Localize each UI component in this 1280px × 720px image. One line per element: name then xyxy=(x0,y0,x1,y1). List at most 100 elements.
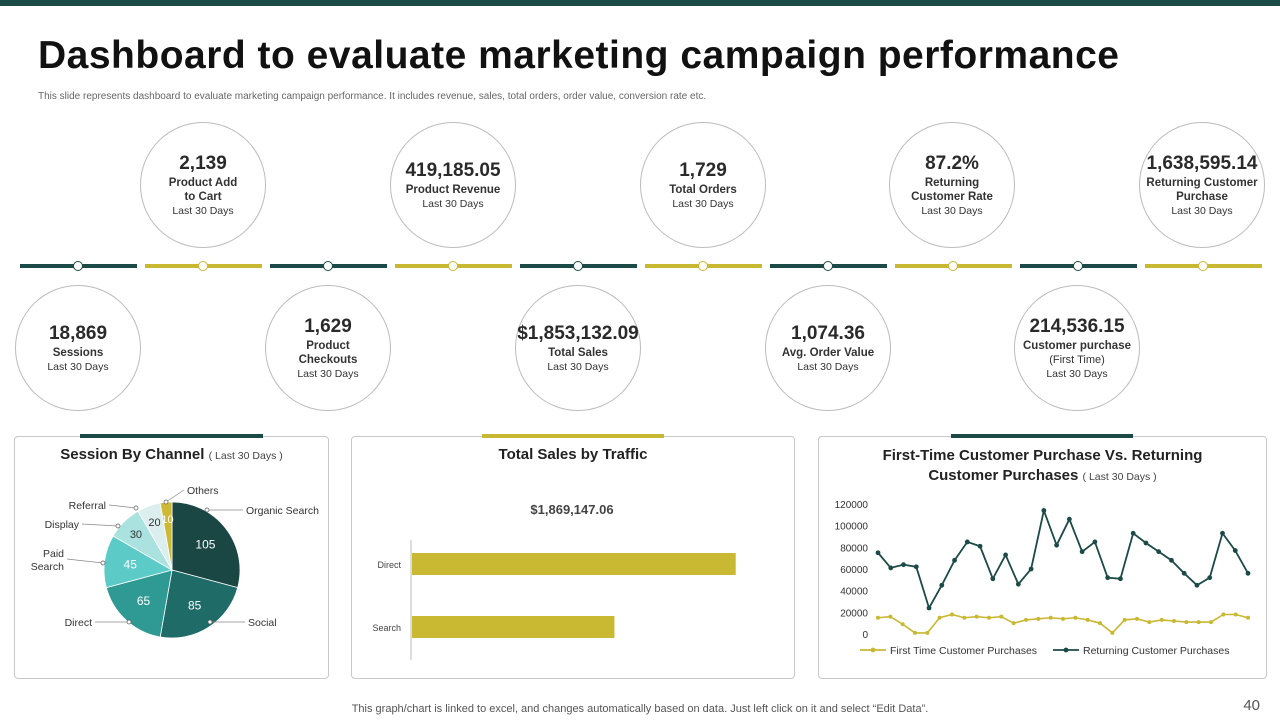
series-point xyxy=(1156,549,1162,555)
y-tick-label: 120000 xyxy=(835,500,869,511)
kpi-value: 1,638,595.14 xyxy=(1146,152,1258,174)
kpi-customer-purchase-first-time: 214,536.15 Customer purchase (First Time… xyxy=(1014,285,1140,411)
series-point xyxy=(1079,549,1085,555)
y-tick-label: 40000 xyxy=(840,587,868,598)
bar-category-label: Direct xyxy=(377,560,401,570)
page-number: 40 xyxy=(1243,697,1260,714)
kpi-period: Last 30 Days xyxy=(547,360,609,373)
kpi-period: Last 30 Days xyxy=(672,197,734,210)
y-tick-label: 20000 xyxy=(840,608,868,619)
pie-category-label: Social xyxy=(248,617,277,629)
pie-leader-dot xyxy=(100,560,106,566)
pie-value-label: 105 xyxy=(195,537,215,551)
kpi-product-checkouts: 1,629 Product Checkouts Last 30 Days xyxy=(265,285,391,411)
kpi-label: Returning Customer Purchase xyxy=(1146,176,1258,203)
timeline-dot xyxy=(1198,261,1208,271)
pie-slice xyxy=(159,569,239,639)
series-point xyxy=(1054,542,1060,548)
series-point xyxy=(900,622,905,627)
pie-category-label: Paid xyxy=(43,548,64,560)
series-point xyxy=(1061,616,1065,621)
series-point xyxy=(1011,621,1016,626)
series-point xyxy=(999,614,1004,619)
bar-search xyxy=(412,616,615,638)
timeline-dot xyxy=(823,261,833,271)
customer-panel-title-period: ( Last 30 Days ) xyxy=(1082,471,1157,483)
pie-leader-dot xyxy=(204,507,210,513)
kpi-label: Product Add to Cart xyxy=(168,176,238,203)
customer-purchases-panel xyxy=(818,436,1267,679)
timeline-dot xyxy=(698,261,708,271)
top-accent-bar xyxy=(0,0,1280,6)
kpi-value: 1,629 xyxy=(304,315,352,337)
kpi-value: 1,074.36 xyxy=(791,322,865,344)
series-point xyxy=(1024,617,1028,622)
series-point xyxy=(987,615,991,620)
footer-note: This graph/chart is linked to excel, and… xyxy=(351,703,929,715)
series-line xyxy=(877,507,1249,611)
kpi-label: Returning Customer Rate xyxy=(911,176,993,203)
timeline-dot xyxy=(448,261,458,271)
y-tick-label: 0 xyxy=(862,630,868,641)
kpi-value: 18,869 xyxy=(48,322,108,344)
series-point xyxy=(1209,620,1213,625)
kpi-label: Total Sales xyxy=(548,346,608,359)
legend-label: Returning Customer Purchases xyxy=(1083,645,1229,657)
kpi-label: Product Checkouts xyxy=(298,339,358,366)
series-point xyxy=(1003,552,1008,558)
pie-category-label: Direct xyxy=(65,617,93,629)
kpi-product-add-to-cart: 2,139 Product Add to Cart Last 30 Days xyxy=(140,122,266,248)
timeline-dot xyxy=(948,261,958,271)
traffic-total-value: $1,869,147.06 xyxy=(530,502,613,517)
pie-leader-dot xyxy=(133,505,139,511)
series-point xyxy=(1246,615,1250,620)
pie-slice xyxy=(171,501,241,589)
y-tick-label: 60000 xyxy=(840,565,868,576)
kpi-period: Last 30 Days xyxy=(172,204,234,217)
series-point xyxy=(1118,576,1123,582)
series-point xyxy=(1184,620,1189,625)
kpi-period: Last 30 Days xyxy=(422,197,484,210)
pie-value-label: 10 xyxy=(161,514,173,526)
kpi-period: Last 30 Days xyxy=(1171,204,1233,217)
kpi-period: Last 30 Days xyxy=(921,204,983,217)
pie-category-label: Display xyxy=(45,519,80,531)
traffic-panel-title: Total Sales by Traffic xyxy=(498,446,648,463)
kpi-period: Last 30 Days xyxy=(1046,367,1108,380)
legend-marker xyxy=(870,647,876,653)
kpi-product-revenue: 419,185.05 Product Revenue Last 30 Days xyxy=(390,122,516,248)
pie-category-label: Others xyxy=(187,485,219,497)
pie-leader-line xyxy=(108,504,137,509)
y-tick-label: 80000 xyxy=(840,543,868,554)
bar-direct xyxy=(412,553,736,575)
kpi-label-paren: (First Time) xyxy=(1049,353,1105,366)
customer-panel-title: First-Time Customer Purchase Vs. Returni… xyxy=(818,446,1267,487)
customer-line-chart: 0 20000 40000 60000 80000 100000 120000 First T… xyxy=(835,500,1251,657)
pie-leader-dot xyxy=(163,499,169,505)
kpi-period: Last 30 Days xyxy=(47,360,109,373)
series-point xyxy=(1073,615,1078,620)
series-point xyxy=(977,543,983,549)
kpi-value: 419,185.05 xyxy=(405,159,501,181)
session-panel-title-text: Session By Channel xyxy=(60,446,205,463)
series-point xyxy=(1143,540,1149,546)
y-tick-label: 100000 xyxy=(835,522,869,533)
series-point xyxy=(926,605,932,611)
series-point xyxy=(876,615,880,620)
series-point xyxy=(1105,575,1111,581)
series-point xyxy=(901,562,906,568)
pie-leader-dot xyxy=(126,619,132,625)
series-point xyxy=(1028,566,1034,572)
series-point xyxy=(952,557,957,563)
kpi-value: 87.2% xyxy=(925,152,979,174)
bar-category-label: Search xyxy=(372,623,401,633)
pie-leader-line xyxy=(66,558,104,564)
series-point xyxy=(1207,575,1213,581)
series-point xyxy=(1232,548,1238,553)
pie-value-label: 45 xyxy=(124,557,138,571)
series-point xyxy=(950,612,954,617)
timeline-dot xyxy=(323,261,333,271)
series-point xyxy=(1085,617,1090,622)
pie-category-label: Organic Search xyxy=(246,505,319,517)
kpi-period: Last 30 Days xyxy=(797,360,859,373)
